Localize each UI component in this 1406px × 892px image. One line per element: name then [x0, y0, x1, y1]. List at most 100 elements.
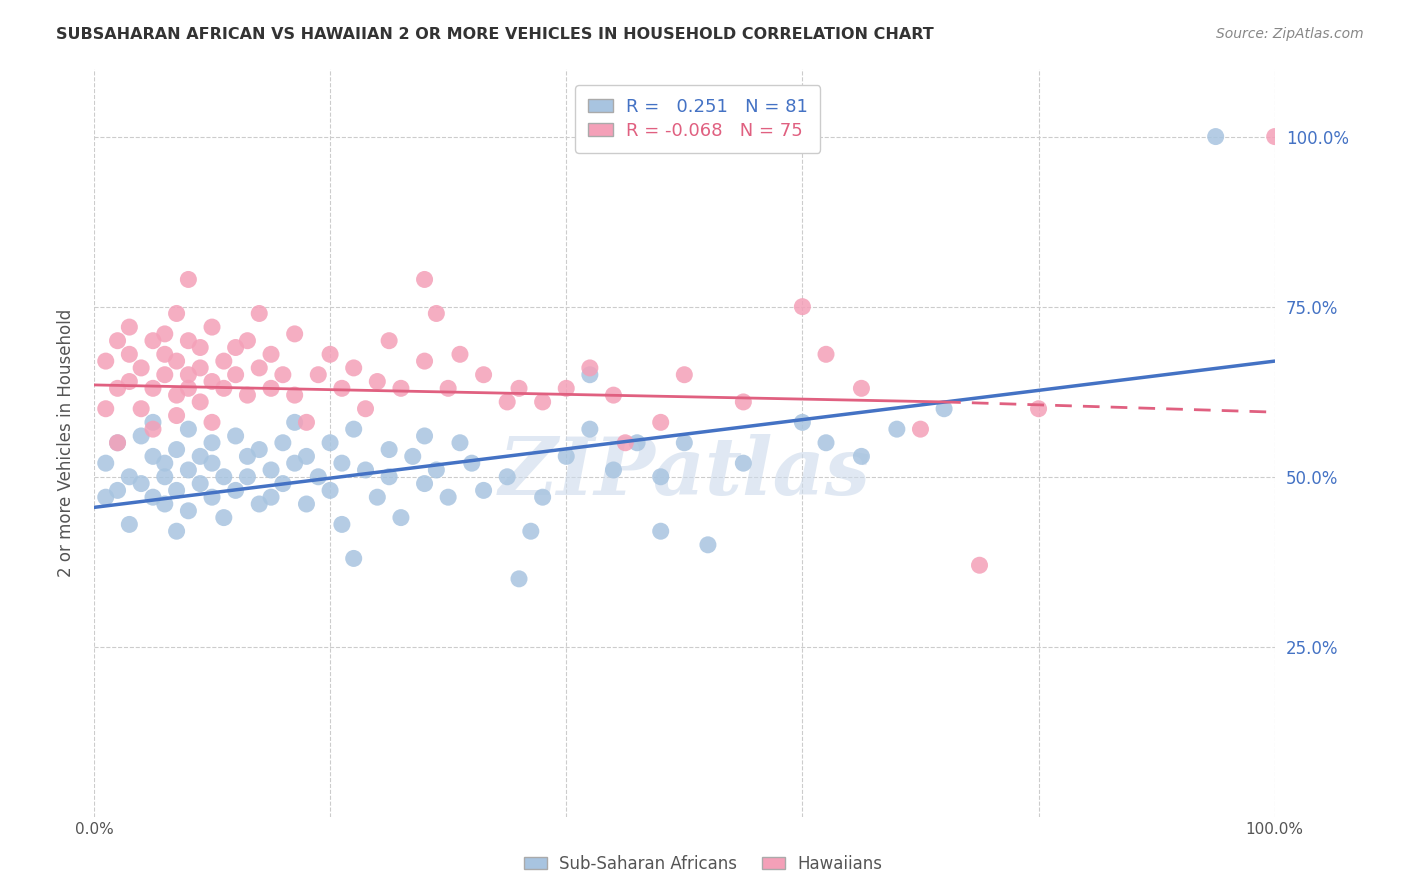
Point	[496, 395, 519, 409]
Point	[225, 368, 247, 382]
Point	[247, 497, 270, 511]
Point	[118, 375, 141, 389]
Point	[425, 306, 447, 320]
Point	[910, 422, 932, 436]
Point	[212, 354, 235, 368]
Point	[236, 388, 259, 402]
Point	[307, 470, 329, 484]
Text: ZIPatlas: ZIPatlas	[498, 434, 870, 511]
Point	[650, 524, 672, 539]
Point	[153, 497, 176, 511]
Point	[1028, 401, 1050, 416]
Point	[650, 470, 672, 484]
Point	[579, 368, 602, 382]
Point	[177, 272, 200, 286]
Point	[531, 395, 554, 409]
Point	[107, 483, 129, 498]
Point	[555, 381, 578, 395]
Point	[319, 483, 342, 498]
Point	[260, 381, 283, 395]
Point	[579, 422, 602, 436]
Point	[142, 422, 165, 436]
Point	[260, 463, 283, 477]
Point	[733, 456, 755, 470]
Point	[247, 442, 270, 457]
Point	[166, 524, 188, 539]
Point	[166, 388, 188, 402]
Point	[129, 360, 152, 375]
Point	[177, 381, 200, 395]
Point	[188, 341, 211, 355]
Point	[354, 463, 377, 477]
Point	[673, 368, 696, 382]
Point	[378, 470, 401, 484]
Point	[212, 510, 235, 524]
Point	[107, 334, 129, 348]
Point	[153, 347, 176, 361]
Point	[413, 272, 436, 286]
Point	[201, 490, 224, 504]
Point	[94, 401, 117, 416]
Point	[472, 368, 495, 382]
Point	[247, 306, 270, 320]
Point	[177, 368, 200, 382]
Point	[142, 415, 165, 429]
Point	[129, 429, 152, 443]
Point	[94, 354, 117, 368]
Point	[188, 360, 211, 375]
Point	[271, 435, 294, 450]
Point	[330, 456, 353, 470]
Point	[673, 435, 696, 450]
Point	[295, 450, 318, 464]
Point	[472, 483, 495, 498]
Point	[449, 435, 471, 450]
Point	[1205, 129, 1227, 144]
Point	[650, 415, 672, 429]
Point	[177, 463, 200, 477]
Point	[792, 300, 814, 314]
Point	[118, 320, 141, 334]
Point	[177, 334, 200, 348]
Point	[378, 442, 401, 457]
Point	[437, 381, 460, 395]
Point	[201, 415, 224, 429]
Point	[555, 450, 578, 464]
Point	[236, 470, 259, 484]
Point	[496, 470, 519, 484]
Point	[201, 435, 224, 450]
Point	[142, 450, 165, 464]
Point	[94, 456, 117, 470]
Point	[531, 490, 554, 504]
Point	[284, 456, 307, 470]
Point	[284, 415, 307, 429]
Point	[153, 368, 176, 382]
Point	[520, 524, 543, 539]
Point	[177, 504, 200, 518]
Point	[225, 483, 247, 498]
Point	[508, 381, 530, 395]
Point	[271, 476, 294, 491]
Point	[284, 326, 307, 341]
Point	[118, 470, 141, 484]
Point	[247, 360, 270, 375]
Point	[118, 347, 141, 361]
Point	[626, 435, 648, 450]
Point	[343, 360, 366, 375]
Point	[166, 306, 188, 320]
Point	[330, 517, 353, 532]
Point	[142, 490, 165, 504]
Point	[792, 415, 814, 429]
Point	[343, 551, 366, 566]
Point	[969, 558, 991, 573]
Text: Source: ZipAtlas.com: Source: ZipAtlas.com	[1216, 27, 1364, 41]
Point	[166, 442, 188, 457]
Point	[271, 368, 294, 382]
Point	[129, 476, 152, 491]
Point	[107, 435, 129, 450]
Point	[461, 456, 484, 470]
Point	[851, 381, 873, 395]
Point	[166, 483, 188, 498]
Point	[319, 347, 342, 361]
Point	[307, 368, 329, 382]
Point	[733, 395, 755, 409]
